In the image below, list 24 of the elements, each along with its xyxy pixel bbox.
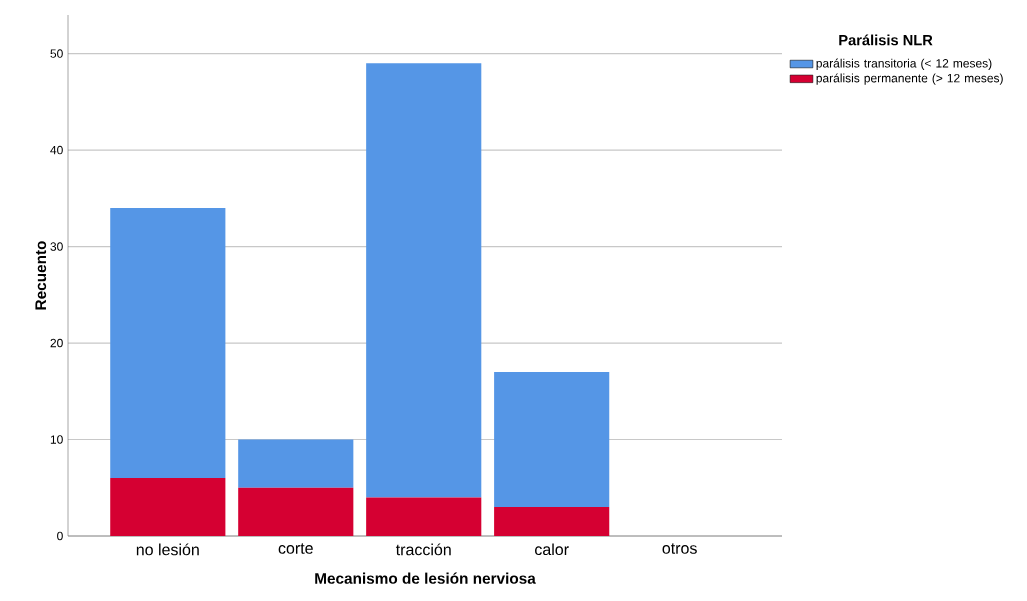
bar (110, 207, 226, 479)
bar (494, 507, 610, 536)
legend-title: Parálisis NLR (839, 34, 933, 46)
x-axis-title: Mecanismo de lesión nerviosa (315, 572, 536, 584)
x-tick-label: otros (662, 543, 697, 554)
x-tick-label: no lesión (136, 543, 199, 556)
y-tick-label: 0 (57, 531, 63, 541)
y-tick-label: 50 (50, 49, 63, 58)
x-tick-label: calor (535, 543, 569, 556)
bar (110, 478, 226, 536)
y-axis-title: Recuento (35, 241, 47, 310)
y-tick-label: 40 (50, 145, 63, 155)
bar (366, 63, 482, 498)
legend-label: parálisis transitoria (< 12 meses) (816, 58, 992, 70)
y-tick-label: 20 (50, 338, 63, 348)
x-tick-label: corte (278, 543, 313, 554)
bar (238, 439, 354, 488)
bar (366, 497, 482, 536)
x-tick-label: tracción (395, 543, 451, 556)
y-tick-label: 30 (50, 242, 63, 251)
bar (238, 487, 354, 536)
legend-label: parálisis permanente (> 12 meses) (816, 73, 1003, 85)
bar (494, 371, 610, 508)
y-tick-label: 10 (50, 435, 63, 444)
